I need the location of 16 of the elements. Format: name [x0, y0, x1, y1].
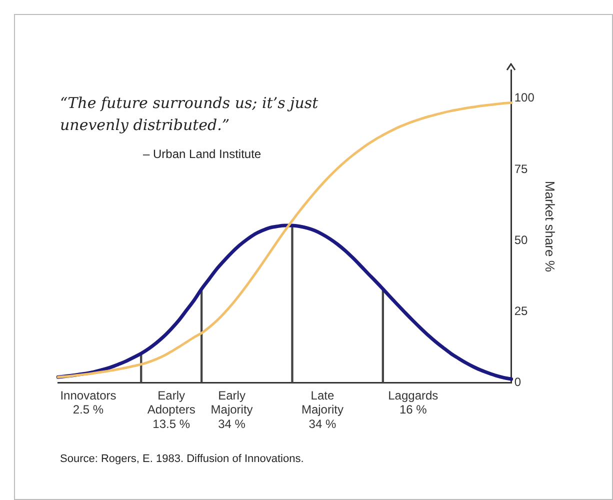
x-tick-label: Laggards 16 % — [388, 388, 438, 417]
source-note: Source: Rogers, E. 1983. Diffusion of Innovations. — [60, 453, 304, 465]
y-tick-label: 25 — [514, 304, 528, 318]
y-tick-label: 100 — [514, 90, 535, 105]
y-tick-label: 0 — [514, 375, 522, 390]
x-tick-label: Late Majority 34 % — [301, 388, 344, 432]
x-tick-label: Early Majority 34 % — [210, 388, 253, 432]
bar — [291, 225, 294, 383]
y-axis-title: Market share % — [542, 180, 558, 272]
x-tick-label: Innovators 2.5 % — [60, 388, 116, 417]
y-tick-label: 75 — [514, 162, 528, 176]
annotation: – Urban Land Institute — [143, 147, 262, 161]
x-tick-label: Early Adopters 13.5 % — [147, 388, 196, 432]
line-series — [56, 224, 514, 381]
y-tick-label: 50 — [514, 232, 528, 247]
annotation: “The future surrounds us; it’s just unevenly distributed.” — [60, 94, 320, 134]
